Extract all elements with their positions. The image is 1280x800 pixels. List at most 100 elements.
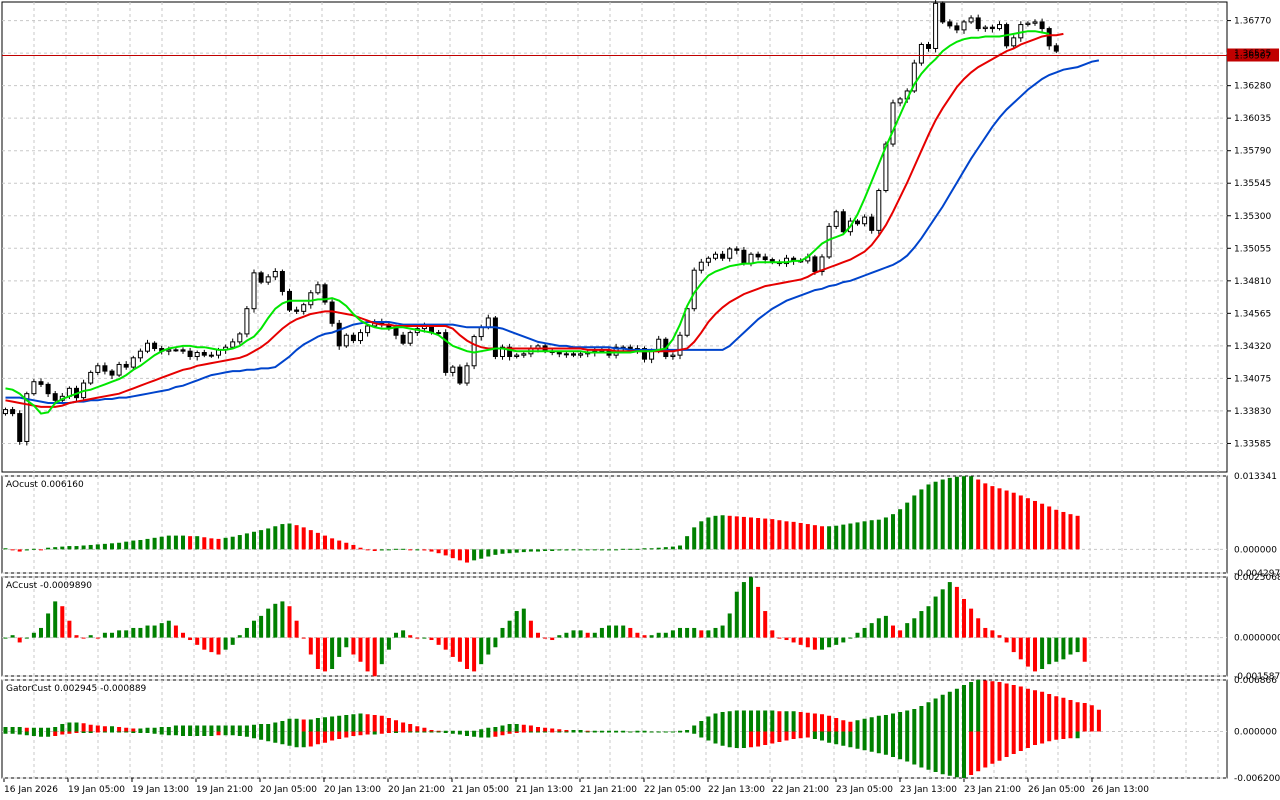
candle[interactable]	[961, 21, 967, 31]
candle[interactable]	[840, 211, 846, 233]
candle[interactable]	[52, 393, 58, 401]
candle[interactable]	[230, 341, 236, 348]
candle[interactable]	[578, 353, 584, 356]
candle[interactable]	[1018, 24, 1024, 39]
candle[interactable]	[180, 349, 186, 352]
candle[interactable]	[819, 256, 825, 273]
candle[interactable]	[571, 353, 576, 356]
candle[interactable]	[947, 21, 953, 27]
candle[interactable]	[1025, 22, 1031, 26]
candle[interactable]	[343, 334, 349, 347]
candle[interactable]	[272, 271, 278, 278]
candle[interactable]	[201, 352, 207, 356]
candle[interactable]	[436, 332, 442, 335]
candle[interactable]	[727, 248, 733, 259]
candle[interactable]	[755, 253, 761, 258]
candle[interactable]	[95, 365, 101, 373]
candle[interactable]	[556, 352, 562, 355]
candle[interactable]	[485, 317, 491, 328]
candle[interactable]	[10, 409, 16, 415]
candle[interactable]	[88, 371, 94, 384]
candle[interactable]	[194, 352, 200, 357]
candle[interactable]	[975, 17, 981, 30]
candle[interactable]	[400, 334, 406, 344]
candle[interactable]	[642, 348, 647, 360]
candle[interactable]	[918, 43, 924, 64]
candle[interactable]	[500, 346, 505, 357]
candle[interactable]	[720, 253, 726, 259]
candle[interactable]	[862, 216, 868, 225]
candle[interactable]	[443, 332, 449, 373]
candle[interactable]	[102, 365, 108, 372]
candle[interactable]	[968, 17, 974, 23]
candle[interactable]	[329, 301, 335, 324]
candle[interactable]	[492, 317, 498, 357]
candle[interactable]	[336, 322, 342, 347]
candle[interactable]	[279, 271, 285, 292]
candle[interactable]	[265, 276, 271, 283]
candle[interactable]	[897, 98, 903, 104]
candle[interactable]	[258, 272, 264, 283]
candle[interactable]	[301, 304, 307, 312]
candle[interactable]	[954, 25, 960, 31]
candle[interactable]	[883, 143, 889, 192]
candle[interactable]	[350, 334, 356, 342]
candle[interactable]	[450, 366, 456, 373]
candle[interactable]	[705, 257, 711, 263]
candle[interactable]	[684, 308, 690, 336]
candle[interactable]	[244, 308, 250, 335]
candle[interactable]	[933, 2, 939, 49]
candle[interactable]	[457, 366, 463, 384]
candle[interactable]	[478, 326, 484, 338]
candle[interactable]	[677, 334, 683, 356]
candle[interactable]	[187, 350, 193, 357]
candle[interactable]	[137, 350, 143, 359]
candle[interactable]	[855, 220, 860, 225]
candle[interactable]	[1032, 21, 1038, 24]
candle[interactable]	[145, 342, 150, 352]
candle[interactable]	[876, 190, 882, 231]
candle[interactable]	[926, 43, 931, 49]
candle[interactable]	[869, 216, 875, 231]
candle[interactable]	[152, 342, 158, 350]
candle[interactable]	[713, 253, 718, 259]
candle[interactable]	[3, 409, 8, 415]
candle[interactable]	[308, 292, 314, 306]
candle[interactable]	[670, 354, 676, 357]
candle[interactable]	[45, 383, 51, 395]
candle[interactable]	[130, 357, 136, 368]
candle[interactable]	[649, 350, 655, 360]
candle[interactable]	[464, 365, 470, 384]
candle[interactable]	[407, 332, 413, 344]
candle[interactable]	[698, 261, 704, 271]
candle[interactable]	[982, 26, 988, 30]
candle[interactable]	[1046, 28, 1052, 47]
candle[interactable]	[365, 325, 371, 334]
candle[interactable]	[521, 353, 527, 356]
candle[interactable]	[997, 24, 1002, 30]
candle[interactable]	[166, 349, 172, 352]
candle[interactable]	[38, 381, 44, 385]
candle[interactable]	[116, 363, 122, 376]
candle[interactable]	[911, 62, 917, 92]
candle[interactable]	[989, 26, 995, 30]
candle[interactable]	[315, 284, 321, 294]
candle[interactable]	[123, 363, 129, 368]
candle[interactable]	[294, 309, 300, 312]
candle[interactable]	[833, 211, 839, 227]
candle[interactable]	[358, 332, 363, 342]
candle[interactable]	[237, 333, 243, 343]
candle[interactable]	[748, 253, 754, 265]
candle[interactable]	[812, 256, 818, 273]
candle[interactable]	[24, 393, 30, 442]
candle[interactable]	[563, 353, 569, 356]
candle[interactable]	[507, 346, 513, 357]
candle[interactable]	[940, 2, 946, 23]
candle[interactable]	[514, 354, 520, 357]
candle[interactable]	[173, 349, 179, 352]
candle[interactable]	[890, 102, 896, 145]
candle[interactable]	[1053, 45, 1059, 52]
candle[interactable]	[17, 413, 23, 442]
candle[interactable]	[826, 225, 832, 258]
